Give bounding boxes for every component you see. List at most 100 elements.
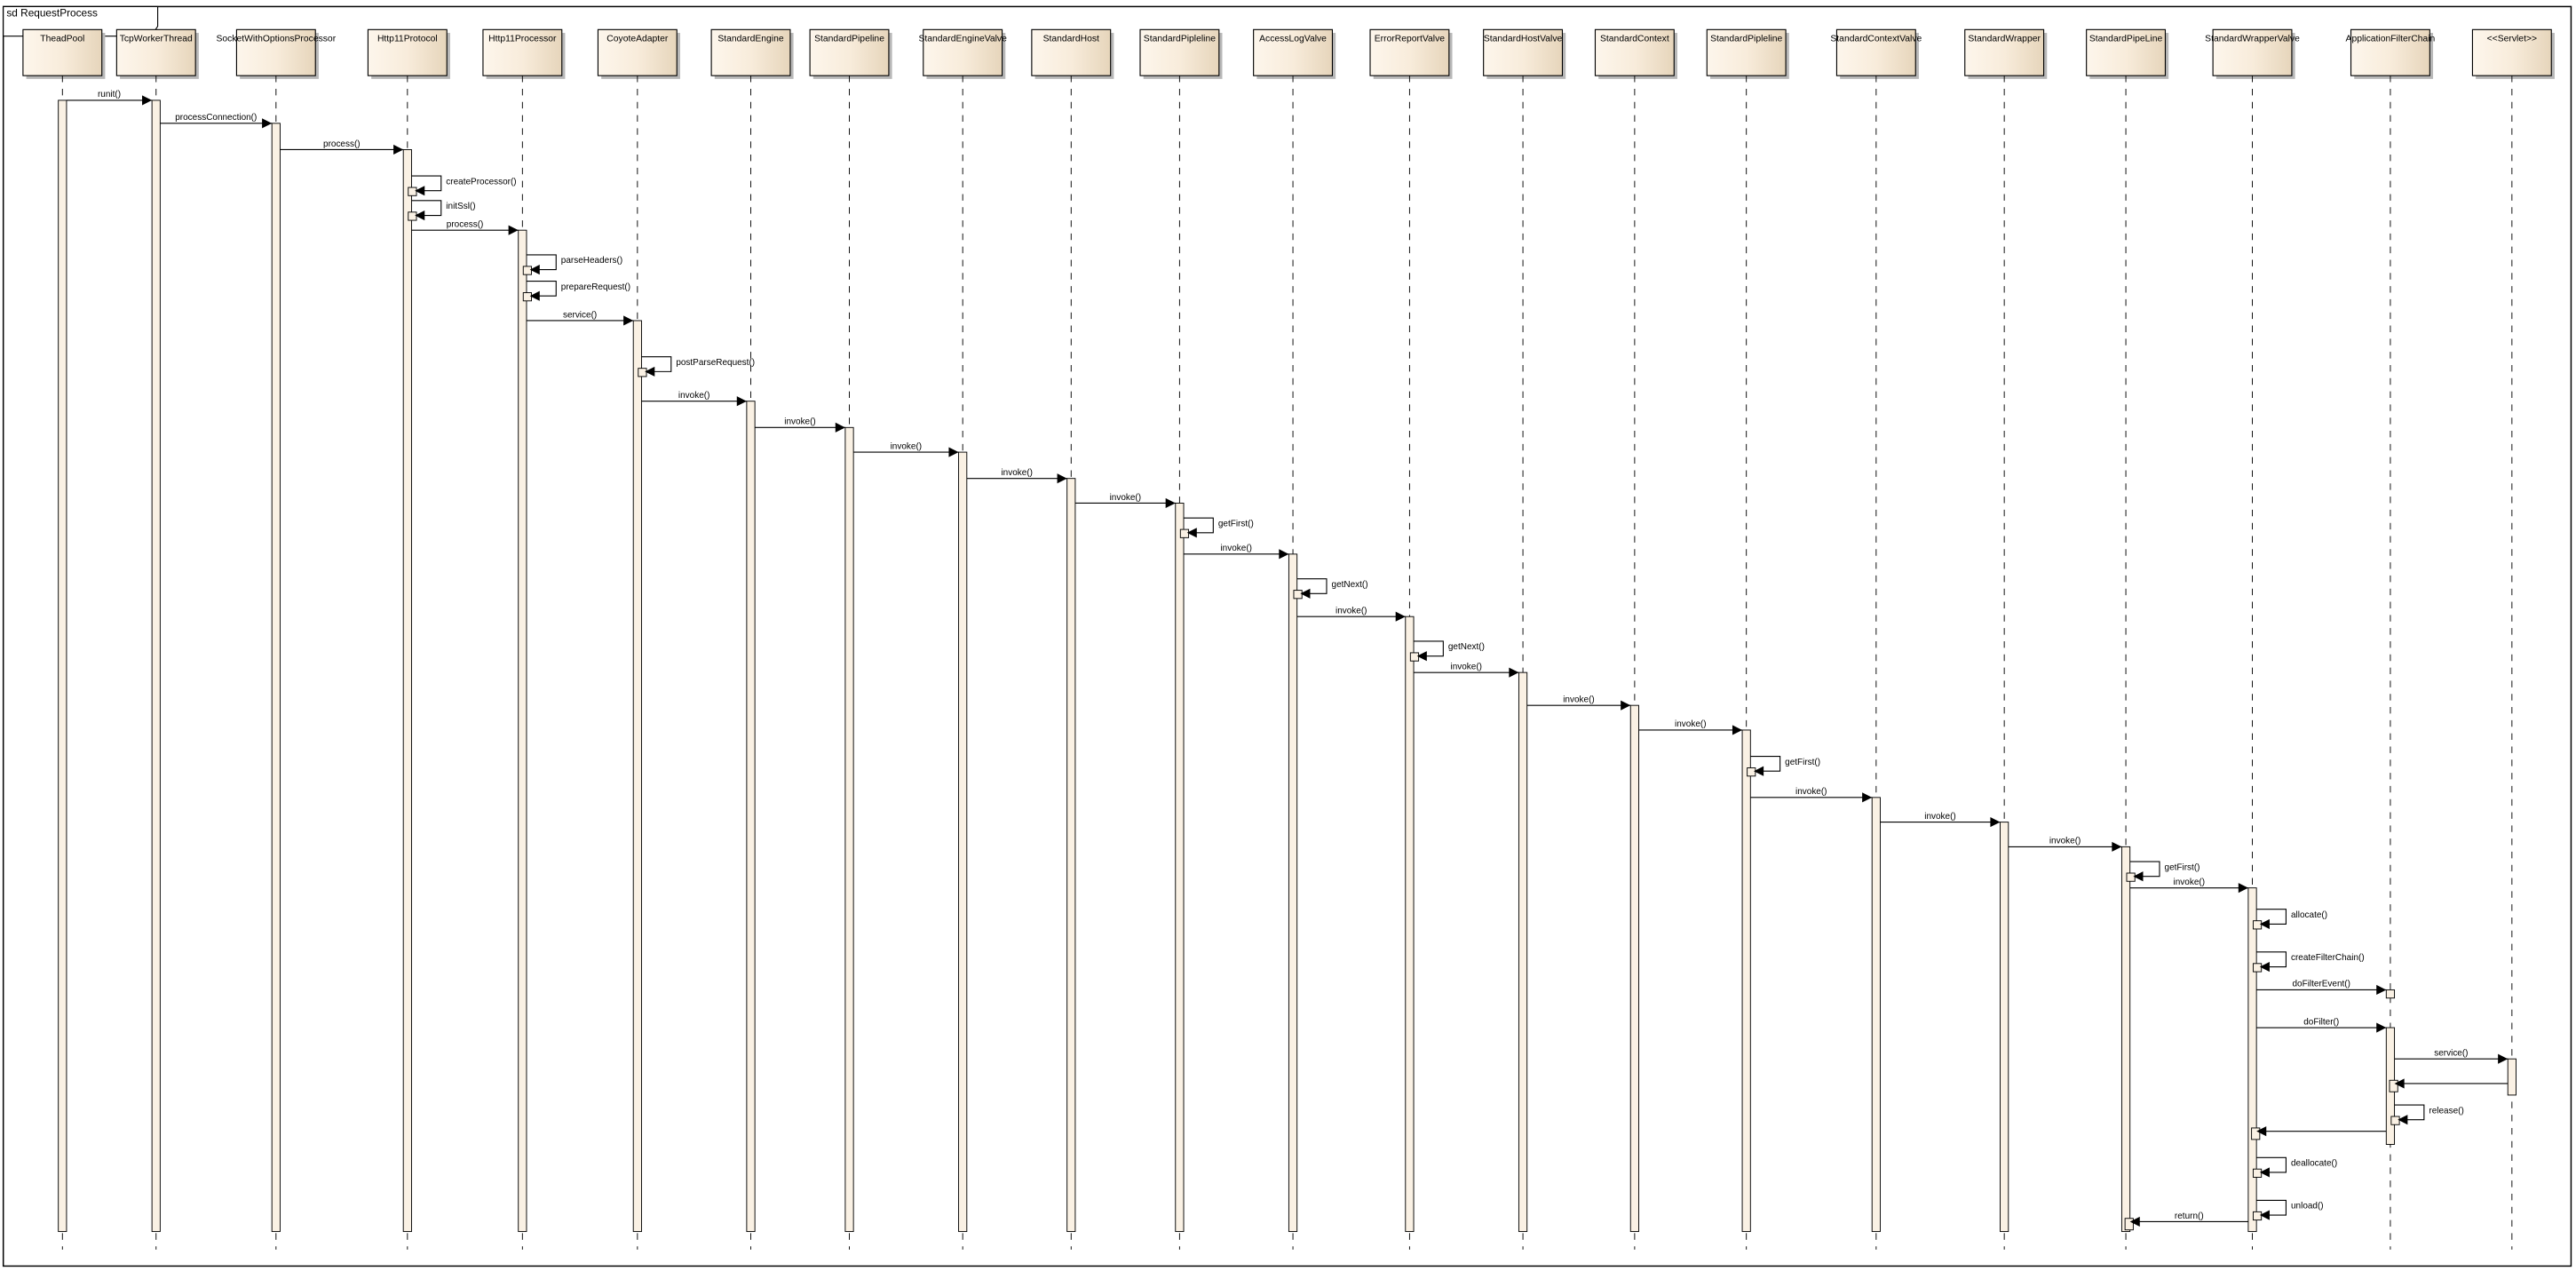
arrow-head [529,265,540,275]
message-label: getNext() [1332,580,1368,590]
arrow-head [1990,817,2001,828]
arrow-head [529,290,540,301]
message-label: postParseRequest() [676,358,755,368]
participant-name: CoyoteAdapter [606,34,669,44]
arrow-head [1416,651,1427,662]
nested-activation [2126,872,2136,882]
activation-bar [1066,478,1076,1233]
nested-activation [2251,1127,2261,1140]
participant-name: TheadPool [40,34,84,44]
nested-activation [2385,989,2396,999]
nested-activation [522,292,532,302]
activation-bar [1518,671,1528,1233]
message-label: createFilterChain() [2291,953,2365,963]
nested-activation [1179,528,1190,538]
arrow-head [736,396,747,407]
activation-bar [1288,553,1298,1233]
participant-box [710,28,791,76]
message-label: invoke() [1220,544,1252,553]
message-label: invoke() [1450,662,1482,671]
activation-bar [844,426,854,1233]
message-label: service() [563,310,597,320]
self-message-line [1184,517,1214,534]
participant-name: Http11Processor [488,34,557,44]
participant-name: ErrorReportValve [1375,34,1445,44]
participant-name: StandardContextValve [1830,34,1922,44]
arrow-head [262,118,273,129]
arrow-head [1754,766,1764,776]
message-label: createProcessor() [446,177,516,187]
activation-bar [2247,887,2257,1233]
message-label: deallocate() [2291,1159,2337,1169]
diagram-frame [2,5,2572,1267]
participant-name: ApplicationFilterChain [2346,34,2436,44]
arrow-head [2129,1216,2140,1227]
participant-box [1031,28,1112,76]
activation-bar [402,148,412,1233]
activation-bar [1629,704,1639,1233]
message-label: unload() [2291,1202,2324,1211]
arrow-head [1509,667,1519,678]
nested-activation [408,211,417,221]
message-label: prepareRequest() [561,282,630,292]
message-label: release() [2429,1106,2463,1116]
arrow-head [2398,1115,2408,1125]
arrow-head [2376,984,2387,995]
arrow-head [2376,1022,2387,1033]
nested-activation [1409,652,1420,662]
nested-activation [522,266,532,275]
participant-box [809,28,890,76]
participant-name: AccessLogValve [1259,34,1327,44]
self-message-line [2256,1156,2287,1173]
message-label: process() [447,219,484,229]
self-message-line [2129,861,2160,878]
message-label: doFilter() [2303,1017,2339,1027]
self-message-line [2394,1104,2425,1121]
message-label: invoke() [1675,719,1707,729]
participant-name: StandardPipeLine [2089,34,2163,44]
nested-activation [1747,767,1756,777]
message-label: return() [2175,1211,2204,1221]
participant-name: StandardEngine [717,34,784,44]
arrow-head [645,366,655,377]
participant-name: StandardWrapperValve [2205,34,2300,44]
message-label: getFirst() [2165,862,2200,872]
self-message-line [1750,756,1781,772]
message-label: doFilterEvent() [2292,980,2350,989]
activation-bar [151,99,161,1233]
arrow-head [2498,1053,2509,1064]
arrow-head [1057,473,1067,484]
participant-name: StandardHostValve [1484,34,1563,44]
participant-box [1594,28,1675,76]
arrow-head [1165,497,1176,509]
activation-bar [1741,729,1751,1233]
message-label: service() [2434,1048,2468,1058]
message-label: invoke() [678,391,710,401]
arrow-head [1300,588,1311,599]
arrow-head [415,186,425,196]
nested-activation [2124,1218,2134,1231]
activation-bar [746,401,756,1233]
participant-name: StandardPipleline [1710,34,1782,44]
participant-box [22,28,103,76]
activation-bar [958,451,968,1233]
self-message-line [411,200,442,217]
message-label: invoke() [1110,493,1142,503]
message-label: getFirst() [1218,519,1254,528]
participant-box [482,28,563,76]
participant-name: StandardWrapper [1968,34,2041,44]
arrow-head [415,210,425,221]
arrow-head [623,315,634,326]
arrow-head [2259,1167,2270,1178]
arrow-head [2394,1078,2405,1089]
arrow-head [2259,961,2270,973]
self-message-line [1296,578,1328,594]
activation-bar [1871,797,1881,1233]
participant-name: <<Servlet>> [2487,34,2537,44]
message-label: getNext() [1448,642,1485,652]
participant-box [923,28,1003,76]
message-label: invoke() [2049,837,2081,846]
activation-bar [2000,822,2009,1233]
activation-bar [271,123,281,1233]
nested-activation [2252,920,2263,930]
